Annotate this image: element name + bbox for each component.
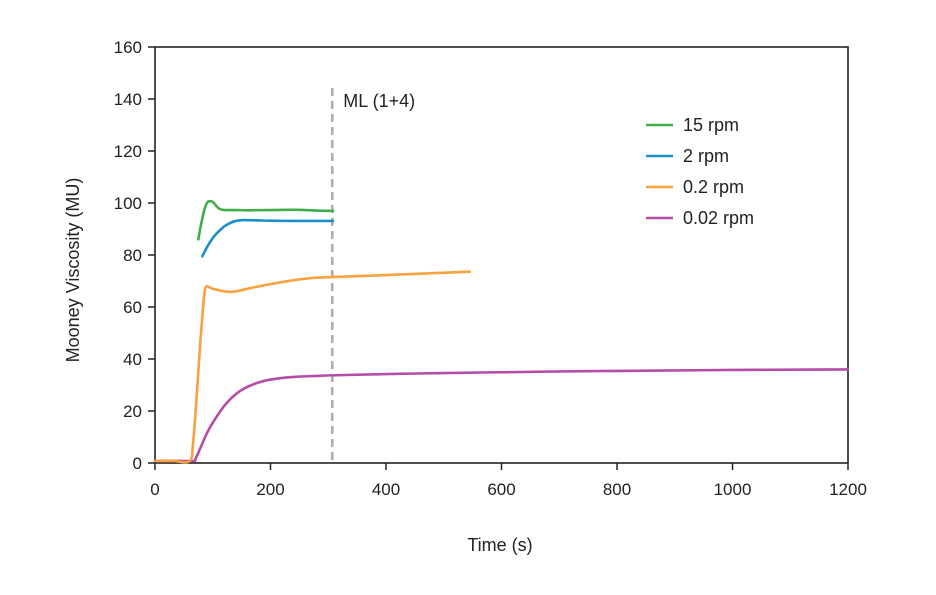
x-tick-label: 600 (487, 480, 515, 499)
y-tick-label: 160 (114, 38, 142, 57)
legend: 15 rpm 2 rpm 0.2 rpm 0.02 rpm (646, 115, 754, 228)
y-axis: 0 20 40 60 80 100 120 140 160 (114, 38, 155, 473)
y-axis-label: Mooney Viscosity (MU) (63, 178, 83, 363)
y-tick-label: 60 (123, 298, 142, 317)
plot-border (154, 46, 849, 464)
legend-label: 2 rpm (683, 146, 729, 166)
series-line-2-rpm (201, 218, 335, 258)
y-tick-label: 40 (123, 350, 142, 369)
series-line-15-rpm (197, 199, 335, 241)
series-line-0-2-rpm (153, 270, 472, 464)
y-tick-label: 100 (114, 194, 142, 213)
x-tick-label: 1000 (714, 480, 752, 499)
legend-label: 0.2 rpm (683, 177, 744, 197)
y-tick-label: 80 (123, 246, 142, 265)
annotations: ML (1+4) (331, 88, 415, 463)
x-tick-label: 800 (603, 480, 631, 499)
series-line-0-02-rpm (153, 368, 850, 463)
x-tick-label: 200 (256, 480, 284, 499)
legend-label: 0.02 rpm (683, 208, 754, 228)
x-axis-label: Time (s) (467, 535, 532, 555)
x-tick-label: 1200 (829, 480, 867, 499)
legend-label: 15 rpm (683, 115, 739, 135)
y-tick-label: 140 (114, 90, 142, 109)
x-tick-label: 0 (150, 480, 159, 499)
x-tick-label: 400 (372, 480, 400, 499)
series-layer (153, 199, 850, 464)
plot-frame (154, 46, 849, 464)
y-tick-label: 20 (123, 402, 142, 421)
y-tick-label: 120 (114, 142, 142, 161)
ml-reference-label: ML (1+4) (343, 91, 415, 111)
y-tick-label: 0 (133, 454, 142, 473)
x-axis: 0 200 400 600 800 1000 1200 (150, 463, 867, 499)
